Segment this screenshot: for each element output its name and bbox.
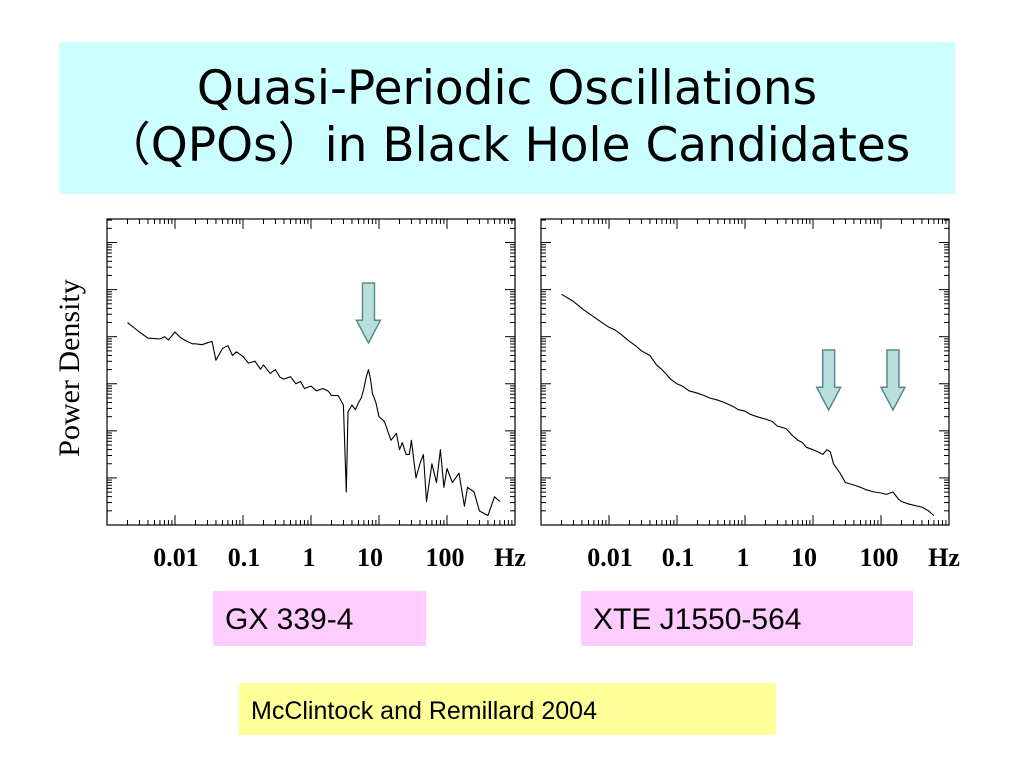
- power-spectrum-line: [127, 322, 501, 517]
- x-tick-label: 100: [860, 543, 899, 572]
- plot-frame: [106, 218, 516, 526]
- x-unit-label: Hz: [494, 543, 526, 572]
- x-tick-label: 0.1: [228, 543, 261, 572]
- slide-title-line1: Quasi-Periodic Oscillations: [196, 61, 818, 116]
- qpo-arrow-icon: [815, 349, 842, 412]
- spectrum-panel-2: 0.01 0.1 1 10 100 Hz: [540, 218, 960, 572]
- x-tick-label: 1: [303, 543, 316, 572]
- citation: McClintock and Remillard 2004: [239, 683, 776, 735]
- x-tick-label: 0.01: [587, 543, 633, 572]
- slide-title-line2: （QPOs）in Black Hole Candidates: [103, 118, 911, 173]
- qpo-arrow-icon: [355, 282, 382, 345]
- source-label-right: XTE J1550-564: [581, 591, 913, 646]
- x-tick-label: 0.1: [662, 543, 695, 572]
- slide-title-box: Quasi-Periodic Oscillations （QPOs）in Bla…: [59, 42, 955, 194]
- x-tick-label: 1: [737, 543, 750, 572]
- qpo-arrow-icon: [879, 349, 907, 412]
- x-tick-label: 100: [426, 543, 465, 572]
- x-tick-label: 10: [791, 543, 817, 572]
- x-tick-label: 0.01: [153, 543, 199, 572]
- power-spectrum-line: [561, 293, 935, 517]
- spectrum-panel-1: 0.01 0.1 1 10 100 Hz: [106, 218, 526, 572]
- x-unit-label: Hz: [928, 543, 960, 572]
- x-tick-label: 10: [357, 543, 383, 572]
- source-label-left: GX 339-4: [213, 591, 426, 646]
